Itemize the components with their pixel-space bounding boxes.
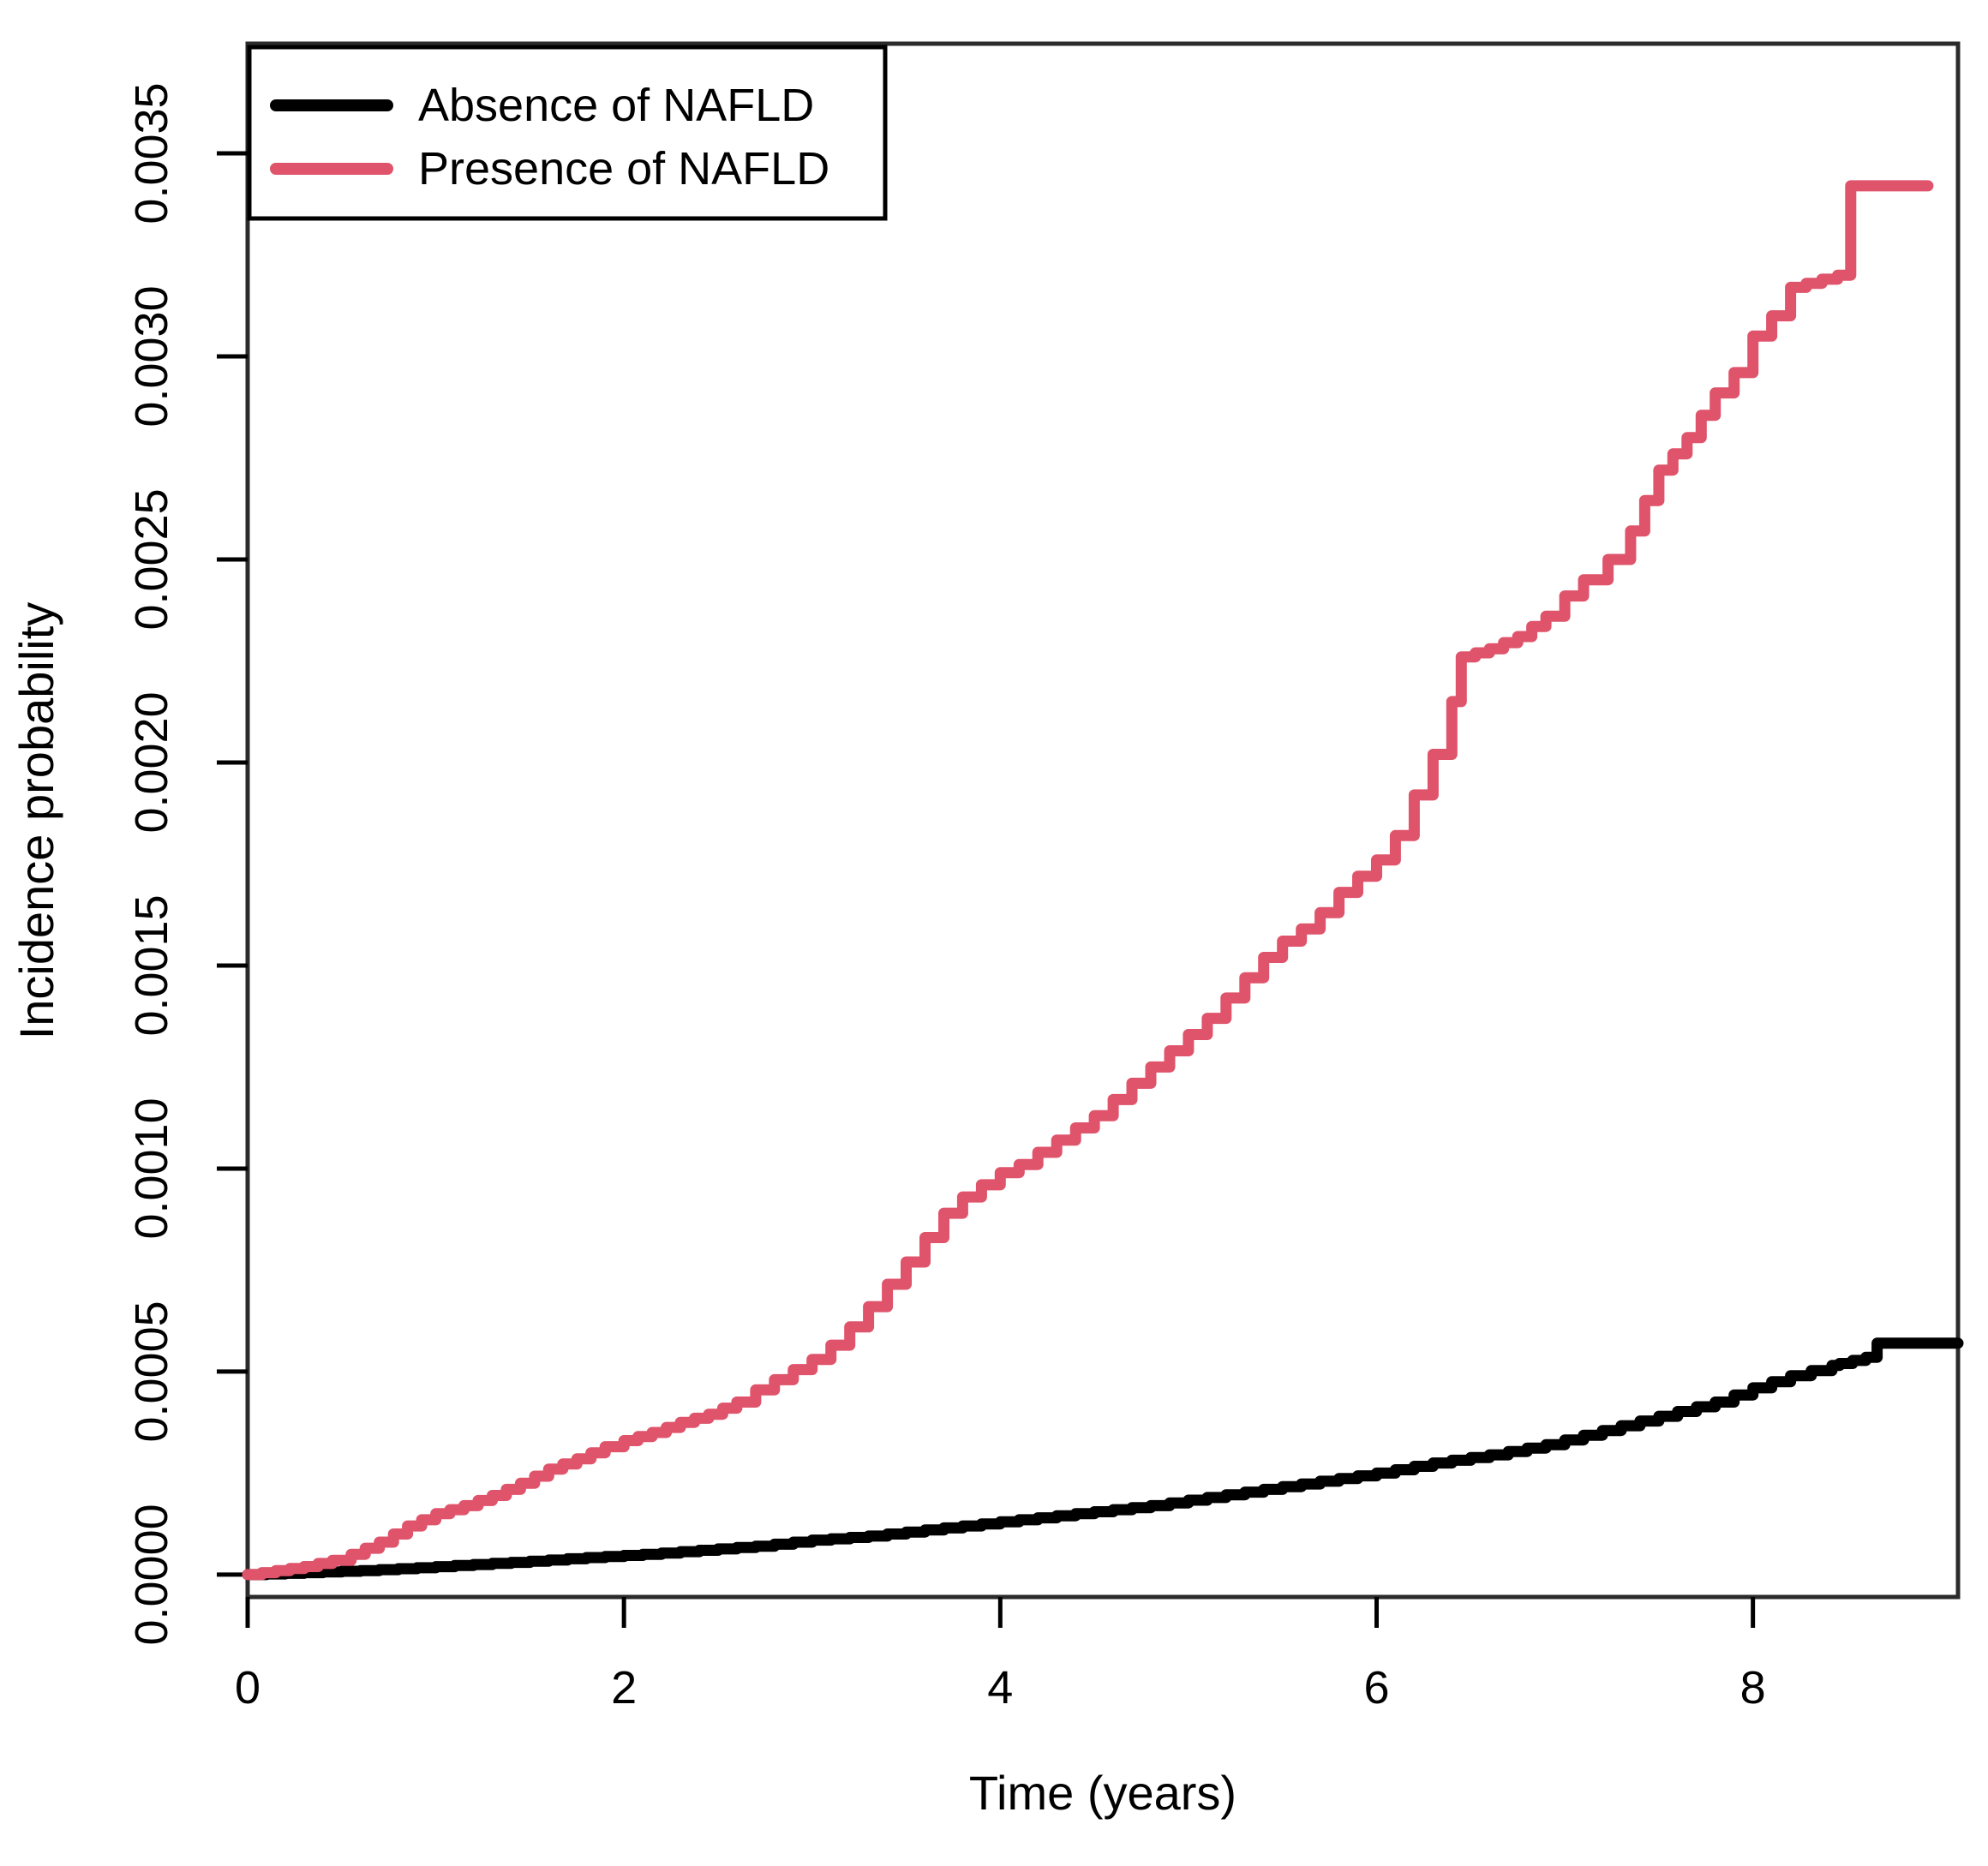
y-tick-label: 0.0000 — [126, 1504, 177, 1645]
y-tick-label: 0.0025 — [126, 488, 177, 630]
y-tick-label: 0.0015 — [126, 894, 177, 1036]
x-axis: 0 2 4 6 8 — [235, 1597, 1766, 1713]
x-tick-label: 8 — [1740, 1662, 1766, 1713]
y-tick-label: 0.0020 — [126, 691, 177, 833]
y-axis-title: Incidence probability — [9, 602, 63, 1040]
legend-label-absence: Absence of NAFLD — [418, 80, 814, 131]
y-tick-label: 0.0005 — [126, 1301, 177, 1442]
series-presence-line — [242, 180, 1934, 1581]
plot-frame — [245, 41, 1961, 1600]
series-group — [242, 180, 1964, 1581]
x-tick-label: 6 — [1363, 1662, 1389, 1713]
y-tick-label: 0.0035 — [126, 82, 177, 224]
y-tick-label: 0.0010 — [126, 1097, 177, 1239]
legend-box — [247, 45, 888, 221]
x-tick-label: 4 — [987, 1662, 1013, 1713]
series-absence-line — [242, 1337, 1964, 1581]
y-axis: 0.0000 0.0005 0.0010 0.0015 0.0020 0.0025 0.00… — [126, 82, 248, 1646]
x-tick-label: 0 — [235, 1662, 260, 1713]
y-tick-label: 0.0030 — [126, 285, 177, 427]
x-axis-title: Time (years) — [969, 1766, 1237, 1820]
legend-label-presence: Presence of NAFLD — [418, 143, 829, 194]
legend: Absence of NAFLD Presence of NAFLD — [247, 45, 888, 221]
x-tick-label: 2 — [611, 1662, 637, 1713]
